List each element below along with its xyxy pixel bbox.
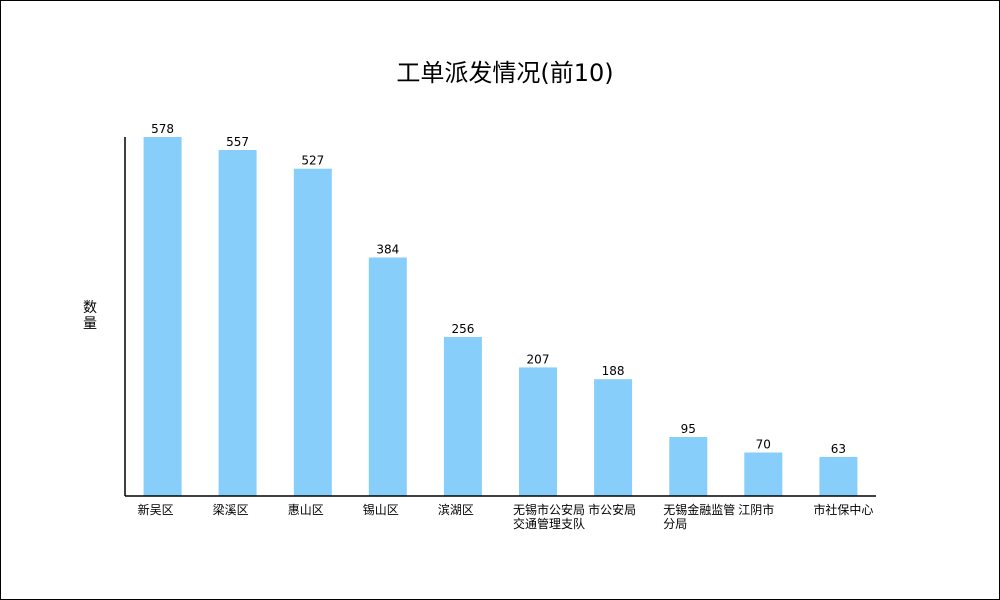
bar bbox=[819, 456, 858, 496]
bar bbox=[443, 337, 482, 496]
x-tick-label: 无锡金融监管分局 bbox=[663, 502, 735, 531]
bar bbox=[218, 150, 257, 496]
bar-value-label: 207 bbox=[527, 352, 550, 366]
bar-value-label: 527 bbox=[301, 154, 324, 168]
bar-value-label: 256 bbox=[451, 322, 474, 336]
bar-value-label: 70 bbox=[756, 438, 771, 452]
bar bbox=[143, 137, 182, 496]
x-tick-label: 无锡市公安局交通管理支队 bbox=[513, 502, 585, 531]
bars-group bbox=[143, 137, 858, 496]
y-axis-title: 数量 bbox=[83, 300, 97, 332]
bar-value-label: 557 bbox=[226, 135, 249, 149]
value-labels-group: 578 557 527 384 256 207 188 95 70 63 bbox=[151, 122, 846, 456]
x-tick-label: 惠山区 bbox=[288, 503, 324, 517]
bar bbox=[744, 452, 783, 496]
bar bbox=[519, 367, 557, 496]
bar-value-label: 63 bbox=[831, 442, 846, 456]
bar bbox=[669, 437, 708, 496]
bar bbox=[594, 379, 633, 496]
x-tick-label: 梁溪区 bbox=[213, 502, 249, 517]
chart-title: 工单派发情况(前10) bbox=[396, 59, 613, 87]
bar bbox=[368, 257, 407, 496]
bar-value-label: 578 bbox=[151, 122, 174, 136]
y-axis-label: 数量 bbox=[83, 300, 97, 332]
x-tick-label: 锡山区 bbox=[363, 502, 399, 517]
x-tick-label: 市社保中心 bbox=[813, 502, 873, 517]
bar-value-label: 188 bbox=[602, 364, 625, 378]
bar-value-label: 384 bbox=[376, 243, 399, 257]
x-tick-label: 新吴区 bbox=[138, 502, 174, 517]
x-tick-label: 滨湖区 bbox=[438, 502, 474, 517]
x-tick-label: 市公安局 bbox=[588, 502, 636, 517]
bar bbox=[293, 168, 332, 496]
bar-value-label: 95 bbox=[681, 422, 696, 436]
x-tick-label: 江阴市 bbox=[738, 502, 774, 517]
